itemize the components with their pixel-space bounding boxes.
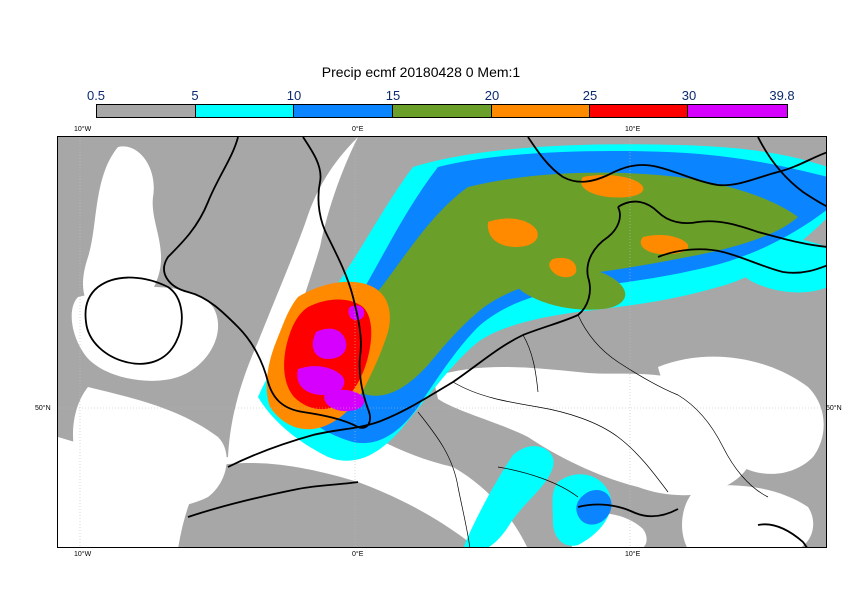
lon-label-bottom-0e: 0°E — [352, 551, 364, 558]
lat-label-right-50n: 50°N — [826, 405, 842, 412]
legend-swatch-5 — [589, 105, 689, 117]
legend-swatch-6 — [688, 105, 788, 117]
lon-label-top-0e: 0°E — [352, 126, 364, 133]
lon-label-bottom-10e: 10°E — [625, 551, 641, 558]
legend-label-0: 0.5 — [86, 88, 106, 103]
legend-label-5: 25 — [582, 88, 598, 103]
legend-label-4: 20 — [484, 88, 500, 103]
legend-label-6: 30 — [681, 88, 697, 103]
lon-label-top-10e: 10°E — [625, 126, 641, 133]
dry-patches-layer — [71, 146, 824, 547]
country-borders — [417, 314, 769, 547]
legend-labels: 0.5 5 10 15 20 25 30 39.8 — [0, 88, 842, 104]
map-title: Precip ecmf 20180428 0 Mem:1 — [321, 64, 521, 80]
legend-swatch-0 — [97, 105, 196, 117]
lon-label-top-10w: 10°W — [74, 126, 92, 133]
legend-label-3: 15 — [385, 88, 401, 103]
lat-label-left-50n: 50°N — [35, 405, 51, 412]
legend-label-1: 5 — [191, 88, 199, 103]
legend-swatch-3 — [393, 105, 492, 117]
coastlines — [84, 137, 826, 547]
precip-map-svg — [58, 137, 826, 547]
legend-swatch-1 — [195, 105, 295, 117]
legend-label-7: 39.8 — [769, 88, 795, 103]
legend-swatch-2 — [294, 105, 394, 117]
color-legend-bar — [96, 104, 788, 118]
legend-label-2: 10 — [286, 88, 302, 103]
legend-swatch-4 — [491, 105, 590, 117]
graticule — [58, 137, 826, 547]
precip-30-plus-layer — [297, 305, 365, 412]
precip-15-20-layer — [323, 172, 798, 396]
lon-label-bottom-10w: 10°W — [74, 551, 92, 558]
precip-map — [57, 136, 827, 548]
